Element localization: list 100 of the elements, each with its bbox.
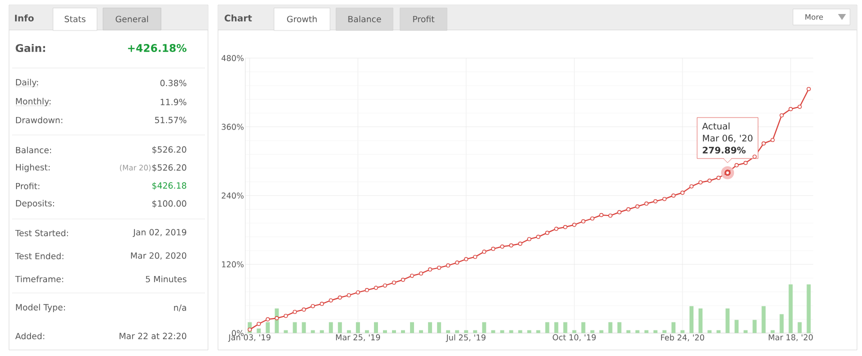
- text: Info: [15, 14, 34, 22]
- bar: [716, 330, 721, 334]
- bar: [374, 322, 378, 334]
- y-tick-label: 360%: [222, 124, 244, 130]
- annotation: 279.89%: [702, 146, 746, 154]
- bar: [392, 330, 396, 334]
- text: 5 Minutes: [146, 276, 186, 282]
- text: $526.20: [152, 164, 186, 172]
- text: Test Ended:: [15, 252, 64, 260]
- text: Balance:: [16, 146, 51, 154]
- bar: [734, 320, 739, 334]
- x-tick-label: Mar 18, '20: [768, 334, 813, 342]
- bar: [328, 322, 333, 334]
- text: 0.38%: [160, 80, 186, 86]
- y-tick-label: 240%: [222, 192, 244, 199]
- bar: [581, 322, 586, 334]
- bar: [762, 306, 766, 334]
- bar: [698, 308, 703, 334]
- bar: [482, 322, 486, 334]
- text: $100.00: [152, 200, 186, 208]
- bar: [599, 330, 604, 334]
- bar: [563, 322, 568, 334]
- bar: [708, 330, 712, 334]
- chart-title: Chart: [224, 14, 252, 22]
- bar: [410, 322, 414, 334]
- bar: [356, 322, 360, 334]
- bar: [382, 330, 387, 334]
- bar: [545, 322, 550, 334]
- bar: [680, 330, 684, 334]
- text: Balance: [348, 16, 382, 22]
- text: Mar 22 at 22:20: [120, 332, 186, 340]
- text: Highest:: [16, 164, 50, 172]
- bar: [752, 320, 757, 334]
- text: Drawdown:: [16, 116, 62, 124]
- text: Added:: [15, 332, 44, 340]
- text: Jan 02, 2019: [132, 228, 186, 237]
- bar: [338, 322, 342, 334]
- bar: [320, 330, 324, 334]
- bar: [364, 330, 369, 334]
- bar: [346, 330, 351, 334]
- bar: [690, 306, 694, 334]
- bar: [464, 330, 468, 334]
- x-tick-label: Jan 03, '19: [228, 334, 270, 342]
- bar: [590, 330, 594, 334]
- bar: [671, 322, 676, 334]
- bar: [302, 322, 306, 334]
- annotation: Actual: [702, 122, 730, 130]
- bar: [491, 330, 496, 334]
- text: n/a: [174, 304, 186, 312]
- bar: [653, 330, 658, 334]
- text: Timeframe:: [15, 276, 64, 282]
- text: Profit:: [16, 182, 40, 190]
- x-tick-label: Feb 24, '20: [661, 334, 704, 342]
- bar: [500, 330, 504, 334]
- bar: [509, 330, 514, 334]
- text: Mar 20, 2020: [131, 252, 186, 260]
- bar: [788, 284, 793, 334]
- text: Growth: [287, 16, 317, 22]
- y-tick-label: 120%: [222, 261, 244, 268]
- bar: [455, 330, 460, 334]
- bar: [473, 330, 478, 334]
- bar: [726, 308, 730, 334]
- y-tick-label: 0%: [232, 330, 244, 336]
- text: 51.57%: [155, 116, 186, 124]
- bar: [446, 330, 450, 334]
- text: Deposits:: [16, 200, 54, 208]
- annotation: Mar 06, '20: [702, 134, 752, 142]
- bar: [572, 330, 576, 334]
- bar: [428, 322, 432, 334]
- text: Profit: [413, 16, 434, 22]
- bar: [626, 330, 630, 334]
- bar: [284, 330, 288, 334]
- x-tick-label: Mar 25, '19: [336, 334, 380, 342]
- text: Monthly:: [16, 98, 51, 106]
- bar: [527, 330, 532, 334]
- bar: [617, 322, 622, 334]
- text: Daily:: [16, 78, 38, 88]
- bar: [644, 330, 648, 334]
- bar: [744, 330, 748, 334]
- text: Stats: [64, 16, 86, 22]
- bar: [635, 330, 640, 334]
- bar: [256, 328, 261, 334]
- bar: [770, 330, 775, 334]
- bar: [608, 322, 612, 334]
- y-tick-label: 480%: [222, 55, 244, 62]
- bar: [662, 330, 666, 334]
- bar: [419, 330, 424, 334]
- bar: [780, 314, 784, 334]
- x-tick-label: Oct 10, '19: [552, 334, 596, 342]
- bar: [806, 284, 811, 334]
- text: $526.20: [152, 146, 186, 154]
- bar: [798, 322, 802, 334]
- text: 11.9%: [160, 98, 186, 106]
- text: Gain:: [16, 44, 46, 52]
- text: General: [116, 16, 148, 22]
- bar: [401, 330, 406, 334]
- bar: [518, 330, 522, 334]
- text: Test Started:: [15, 230, 68, 236]
- bar: [536, 330, 540, 334]
- bar: [310, 330, 315, 334]
